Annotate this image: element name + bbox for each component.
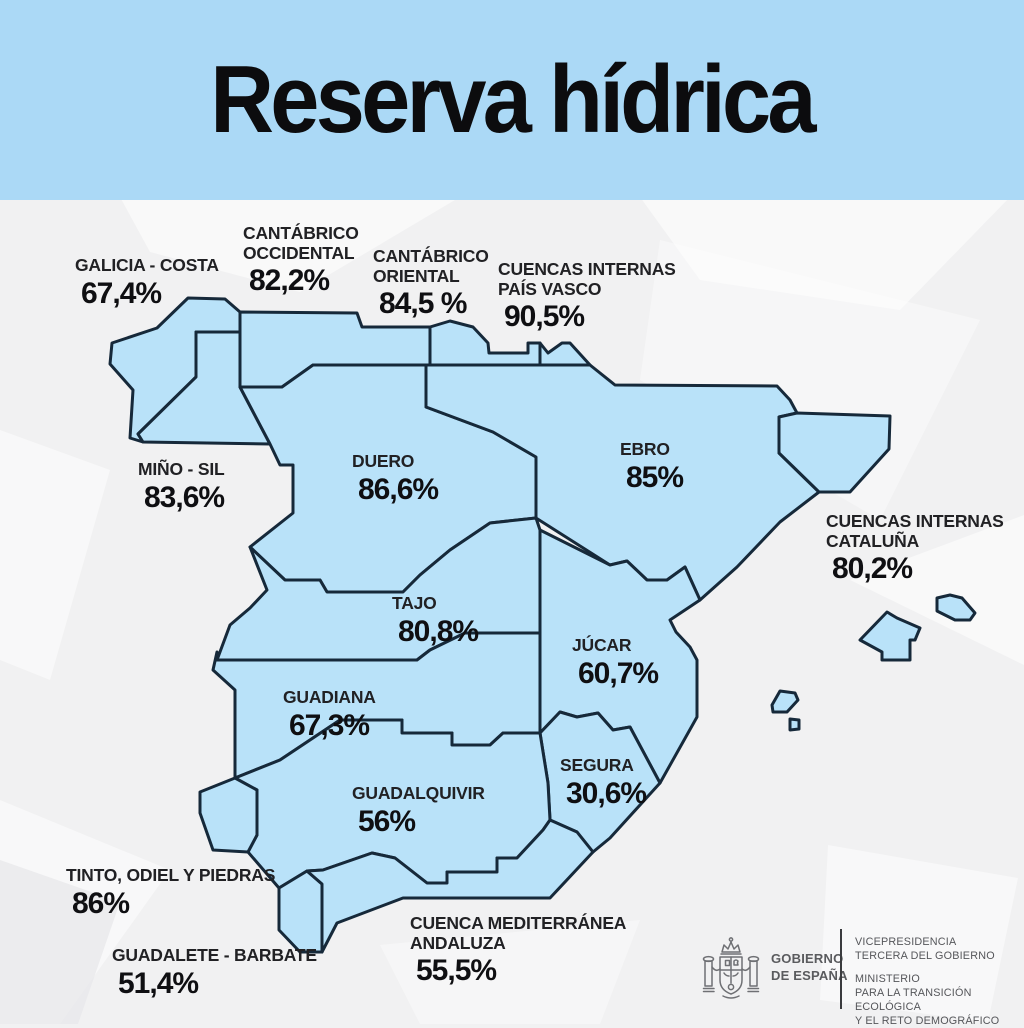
region-tinto-odiel-piedras (198, 776, 259, 854)
region-cuencas-internas-cataluna (777, 411, 892, 494)
page-title: Reserva hídrica (210, 46, 817, 153)
region-guadalete-barbate (277, 869, 324, 954)
region-ibiza (770, 689, 800, 714)
header-banner: Reserva hídrica (0, 0, 1024, 200)
region-ebro (424, 363, 821, 602)
region-cuencas-internas-pais-vasco (538, 341, 592, 367)
region-tajo (215, 516, 542, 662)
region-formentera (788, 717, 801, 732)
region-menorca (935, 593, 977, 622)
region-mallorca (858, 610, 922, 662)
region-cantabrico-oriental (428, 319, 542, 367)
region-cuenca-mediterranea-andaluza (305, 818, 595, 954)
